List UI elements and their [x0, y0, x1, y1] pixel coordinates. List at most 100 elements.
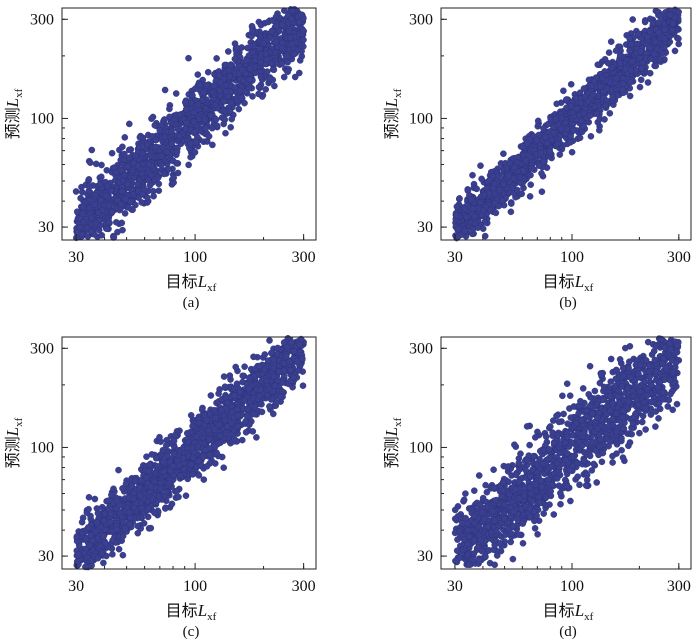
data-point: [236, 87, 244, 95]
data-point: [157, 485, 164, 492]
data-point: [105, 497, 112, 504]
data-point: [215, 390, 222, 397]
data-point: [93, 519, 101, 527]
data-point: [211, 443, 219, 451]
data-point: [182, 492, 190, 500]
data-point: [156, 126, 164, 134]
data-point: [557, 489, 564, 497]
data-point: [156, 433, 163, 441]
data-point: [646, 69, 654, 77]
data-point: [220, 98, 228, 105]
panel-label: (b): [559, 295, 577, 311]
data-point: [285, 28, 293, 35]
data-point: [455, 225, 462, 233]
data-point: [671, 47, 679, 55]
data-point: [108, 187, 115, 194]
data-point: [203, 462, 211, 470]
data-point: [234, 412, 242, 419]
data-point: [566, 392, 574, 400]
data-point: [253, 434, 260, 441]
data-point: [121, 134, 129, 141]
x-tick-label: 300: [292, 249, 316, 266]
data-point: [110, 164, 118, 171]
data-point: [155, 187, 163, 194]
data-point: [145, 160, 153, 168]
data-point: [288, 15, 295, 23]
data-point: [175, 493, 182, 501]
data-point: [167, 127, 175, 135]
data-point: [200, 453, 207, 461]
data-point: [267, 349, 275, 357]
data-point: [205, 132, 213, 140]
data-point: [100, 532, 107, 540]
data-point: [661, 26, 669, 33]
data-point: [231, 392, 238, 400]
data-point: [98, 549, 106, 557]
data-point: [653, 45, 661, 53]
data-point: [94, 509, 102, 517]
data-point: [463, 213, 471, 221]
data-point: [72, 188, 80, 195]
data-point: [88, 146, 96, 154]
data-point: [77, 194, 84, 202]
data-point: [557, 125, 565, 133]
data-point: [154, 174, 162, 181]
data-point: [249, 49, 257, 56]
data-point: [125, 204, 132, 211]
data-point: [243, 57, 250, 64]
data-point: [228, 408, 236, 416]
x-tick-label: 30: [68, 578, 84, 595]
data-point: [540, 158, 547, 166]
data-point: [87, 159, 94, 166]
data-point: [255, 83, 263, 91]
data-point: [191, 148, 199, 156]
data-point: [271, 49, 279, 57]
data-point: [160, 468, 168, 476]
data-point: [607, 355, 615, 363]
data-point: [526, 193, 534, 200]
data-point: [98, 161, 105, 169]
data-point: [165, 479, 173, 487]
data-point: [119, 551, 127, 559]
y-axis-label: 预测Lxf: [3, 417, 25, 468]
data-point: [78, 518, 86, 526]
y-axis-label: 预测Lxf: [3, 88, 25, 139]
data-point: [151, 122, 159, 129]
data-point: [144, 513, 152, 521]
data-point: [76, 224, 84, 231]
data-point: [628, 40, 635, 48]
data-point: [275, 367, 283, 375]
data-point: [262, 86, 270, 93]
data-point: [580, 122, 587, 130]
data-point: [91, 201, 98, 208]
data-point: [288, 40, 296, 48]
data-point: [199, 89, 207, 96]
data-point: [470, 487, 478, 495]
data-point: [227, 124, 234, 131]
data-point: [563, 126, 571, 133]
data-point: [232, 363, 239, 371]
data-point: [290, 347, 298, 355]
data-point: [211, 426, 218, 433]
data-point: [245, 84, 253, 92]
data-point: [638, 64, 646, 72]
data-point: [516, 173, 524, 181]
x-axis-label: 目标Lxf: [166, 601, 217, 623]
data-point: [79, 188, 86, 196]
data-point: [185, 54, 192, 62]
data-point: [179, 455, 187, 462]
data-point: [118, 187, 126, 195]
x-tick-label: 100: [183, 578, 207, 595]
data-point: [87, 531, 94, 539]
data-point: [225, 67, 233, 74]
data-point: [155, 180, 163, 188]
y-tick-label: 300: [30, 11, 54, 28]
data-point: [567, 102, 575, 110]
x-tick-label: 30: [68, 249, 84, 266]
data-point: [166, 113, 173, 121]
data-point: [282, 353, 290, 360]
data-point: [534, 428, 541, 436]
data-point: [101, 510, 108, 518]
data-point: [202, 81, 210, 89]
